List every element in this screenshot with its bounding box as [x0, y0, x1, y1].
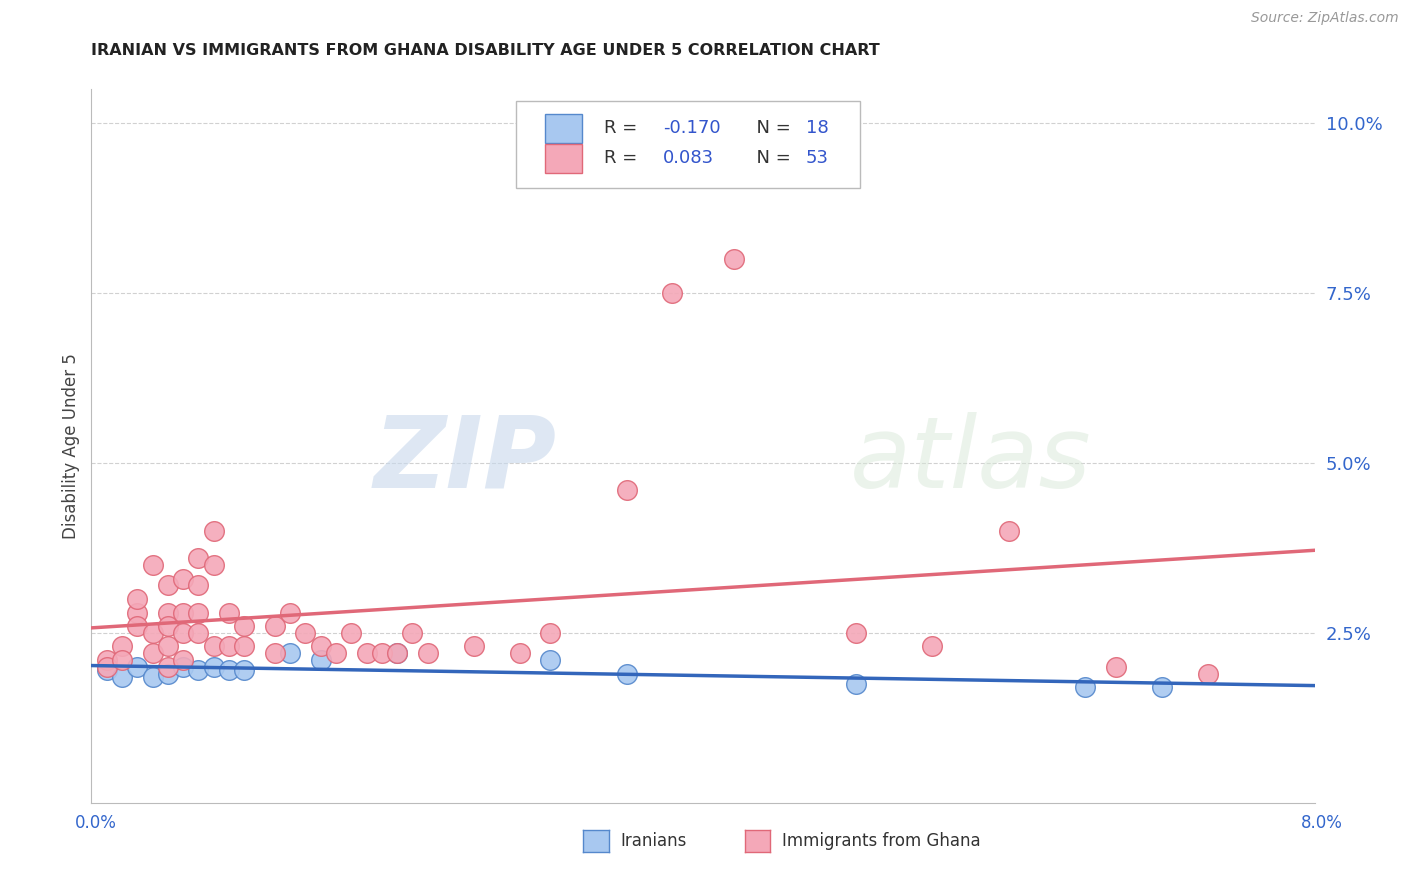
- Text: -0.170: -0.170: [662, 120, 720, 137]
- Point: [1105, 660, 1128, 674]
- Point: [127, 660, 149, 674]
- Point: [921, 640, 943, 654]
- Point: [278, 606, 301, 620]
- Point: [187, 578, 209, 592]
- Point: [96, 663, 118, 677]
- Point: [141, 558, 163, 572]
- Y-axis label: Disability Age Under 5: Disability Age Under 5: [62, 353, 80, 539]
- FancyBboxPatch shape: [516, 102, 859, 187]
- Point: [264, 619, 287, 633]
- Point: [127, 619, 149, 633]
- Point: [172, 572, 194, 586]
- Point: [156, 578, 179, 592]
- Point: [218, 663, 240, 677]
- Text: IRANIAN VS IMMIGRANTS FROM GHANA DISABILITY AGE UNDER 5 CORRELATION CHART: IRANIAN VS IMMIGRANTS FROM GHANA DISABIL…: [91, 43, 880, 58]
- Point: [616, 483, 638, 498]
- Text: R =: R =: [605, 150, 648, 168]
- Point: [218, 640, 240, 654]
- Point: [616, 666, 638, 681]
- Text: N =: N =: [745, 120, 796, 137]
- Point: [156, 660, 179, 674]
- Point: [538, 653, 561, 667]
- Point: [187, 606, 209, 620]
- Point: [278, 646, 301, 660]
- Text: 53: 53: [806, 150, 828, 168]
- Text: 0.083: 0.083: [662, 150, 714, 168]
- Point: [156, 666, 179, 681]
- Point: [202, 524, 225, 538]
- Point: [111, 670, 134, 684]
- Text: Immigrants from Ghana: Immigrants from Ghana: [782, 831, 980, 850]
- Point: [998, 524, 1021, 538]
- Point: [218, 606, 240, 620]
- Point: [187, 663, 209, 677]
- Text: Iranians: Iranians: [620, 831, 686, 850]
- Point: [111, 653, 134, 667]
- Point: [96, 653, 118, 667]
- Point: [340, 626, 363, 640]
- Point: [233, 640, 256, 654]
- Text: 8.0%: 8.0%: [1301, 814, 1343, 831]
- Text: 0.0%: 0.0%: [75, 814, 117, 831]
- Text: Source: ZipAtlas.com: Source: ZipAtlas.com: [1251, 12, 1399, 25]
- Point: [172, 626, 194, 640]
- Text: 18: 18: [806, 120, 828, 137]
- Point: [141, 670, 163, 684]
- Point: [172, 606, 194, 620]
- Point: [294, 626, 316, 640]
- Point: [127, 591, 149, 606]
- Point: [187, 551, 209, 566]
- Point: [156, 619, 179, 633]
- Point: [385, 646, 409, 660]
- Point: [111, 640, 134, 654]
- Point: [202, 558, 225, 572]
- Point: [233, 663, 256, 677]
- Point: [141, 646, 163, 660]
- Point: [202, 640, 225, 654]
- Point: [309, 640, 332, 654]
- Point: [416, 646, 439, 660]
- Point: [723, 252, 745, 266]
- Point: [463, 640, 485, 654]
- Point: [172, 660, 194, 674]
- Point: [156, 640, 179, 654]
- Point: [371, 646, 394, 660]
- Point: [202, 660, 225, 674]
- Point: [233, 619, 256, 633]
- Text: N =: N =: [745, 150, 796, 168]
- Point: [1150, 680, 1173, 694]
- Point: [845, 626, 868, 640]
- Point: [187, 626, 209, 640]
- Point: [264, 646, 287, 660]
- Point: [156, 606, 179, 620]
- Point: [96, 660, 118, 674]
- Point: [661, 286, 683, 301]
- Point: [401, 626, 423, 640]
- Point: [1074, 680, 1097, 694]
- Point: [325, 646, 347, 660]
- Text: R =: R =: [605, 120, 643, 137]
- Point: [509, 646, 531, 660]
- Point: [538, 626, 561, 640]
- FancyBboxPatch shape: [546, 114, 582, 143]
- FancyBboxPatch shape: [546, 145, 582, 173]
- Point: [309, 653, 332, 667]
- Text: atlas: atlas: [849, 412, 1091, 508]
- Text: ZIP: ZIP: [373, 412, 557, 508]
- Point: [356, 646, 378, 660]
- Point: [172, 653, 194, 667]
- Point: [845, 677, 868, 691]
- Point: [127, 606, 149, 620]
- Point: [385, 646, 409, 660]
- Point: [1197, 666, 1219, 681]
- Point: [141, 626, 163, 640]
